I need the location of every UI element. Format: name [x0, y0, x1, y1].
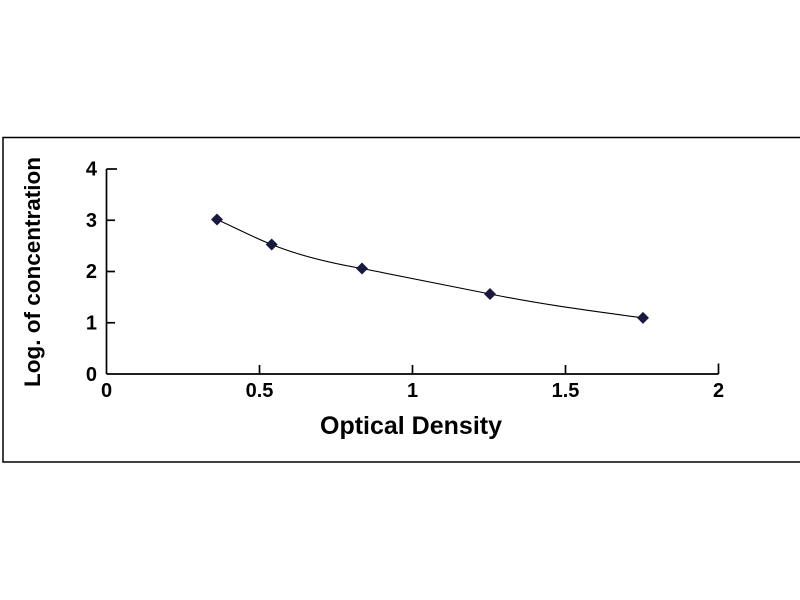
svg-text:0: 0: [101, 380, 112, 402]
svg-text:2: 2: [86, 261, 97, 283]
svg-text:1.5: 1.5: [552, 380, 580, 402]
svg-text:4: 4: [86, 159, 98, 181]
svg-text:Optical Density: Optical Density: [320, 412, 502, 440]
svg-text:Log. of concentration: Log. of concentration: [20, 157, 45, 387]
svg-text:1: 1: [407, 380, 418, 402]
svg-text:2: 2: [713, 380, 724, 402]
svg-text:1: 1: [86, 313, 97, 335]
svg-text:0: 0: [86, 364, 97, 386]
svg-text:0.5: 0.5: [246, 380, 274, 402]
svg-text:3: 3: [86, 210, 97, 232]
